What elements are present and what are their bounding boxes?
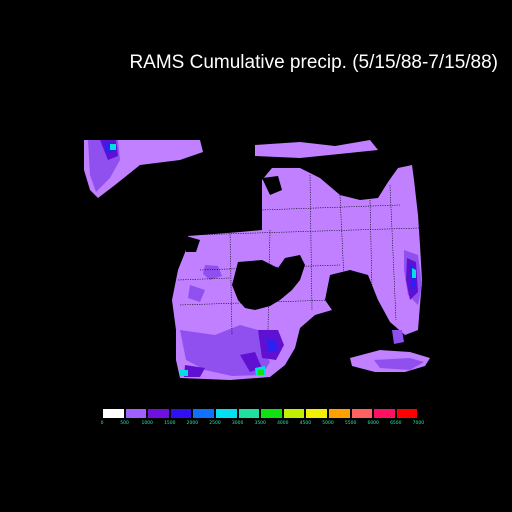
legend-tick-label: 0 (100, 421, 104, 426)
precip-field-green (258, 369, 264, 375)
legend-swatch (305, 408, 328, 419)
legend-swatch (192, 408, 215, 419)
legend-swatch (282, 408, 306, 419)
legend-tick-label: 3500 (254, 421, 266, 426)
legend-tick-label: 3000 (231, 421, 244, 426)
legend-swatch (395, 408, 419, 419)
legend-labels: 0 500 1000 1500 2000 2500 3000 3500 4000 4500 5000… (100, 421, 425, 431)
legend-tick-label: 7000 (412, 421, 425, 426)
legend-swatch (350, 408, 374, 419)
legend-swatch (327, 408, 351, 419)
legend-swatch (102, 408, 125, 419)
political-boundaries (177, 174, 421, 336)
legend-swatch (214, 408, 238, 419)
color-legend: 0 500 1000 1500 2000 2500 3000 3500 4000 4500 5000… (100, 408, 425, 431)
legend-swatch (373, 408, 396, 419)
legend-swatch (124, 408, 148, 419)
legend-tick-label: 5500 (344, 421, 357, 426)
legend-swatch (169, 408, 193, 419)
legend-tick-label: 1500 (164, 421, 176, 426)
legend-swatches (102, 408, 419, 419)
dry-areas (186, 176, 355, 310)
legend-tick-label: 2000 (186, 421, 199, 426)
legend-swatch (147, 408, 170, 419)
legend-tick-label: 6000 (367, 421, 379, 426)
legend-tick-label: 1000 (141, 421, 153, 426)
map-title: RAMS Cumulative precip. (5/15/88-7/15/88… (129, 52, 498, 73)
legend-swatch (237, 408, 261, 419)
legend-tick-label: 4500 (299, 421, 312, 426)
legend-tick-label: 6500 (390, 421, 402, 426)
legend-tick-label: 500 (120, 421, 129, 426)
legend-tick-label: 4000 (277, 421, 289, 426)
legend-tick-label: 5000 (322, 421, 334, 426)
legend-swatch (260, 408, 283, 419)
legend-tick-label: 2500 (209, 421, 221, 426)
